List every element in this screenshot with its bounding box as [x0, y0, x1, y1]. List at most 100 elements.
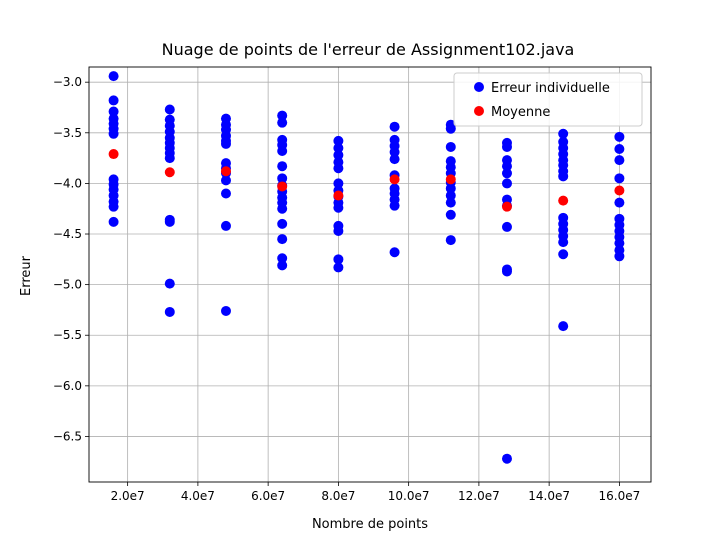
- individual-error-point: [558, 321, 569, 332]
- mean-error-point: [389, 174, 400, 185]
- individual-error-point: [501, 178, 512, 189]
- individual-error-point: [389, 247, 400, 258]
- data-points: [108, 71, 625, 464]
- individual-error-point: [501, 221, 512, 232]
- y-axis-label: Erreur: [19, 255, 34, 296]
- individual-error-point: [445, 197, 456, 208]
- individual-error-point: [220, 220, 231, 231]
- individual-error-point: [220, 175, 231, 186]
- mean-error-point: [108, 149, 119, 160]
- individual-error-point: [445, 190, 456, 201]
- individual-error-point: [614, 155, 625, 166]
- individual-error-point: [558, 249, 569, 260]
- individual-error-point: [333, 178, 344, 189]
- individual-error-point: [277, 203, 288, 214]
- x-tick-label: 12.0e7: [458, 489, 500, 503]
- y-tick-label: −6.0: [53, 379, 82, 393]
- chart-title: Nuage de points de l'erreur de Assignmen…: [162, 40, 575, 59]
- individual-error-point: [501, 141, 512, 152]
- individual-error-point: [614, 173, 625, 184]
- individual-error-point: [277, 253, 288, 264]
- individual-error-point: [277, 260, 288, 271]
- individual-error-point: [277, 161, 288, 172]
- individual-error-point: [333, 225, 344, 236]
- individual-error-point: [108, 95, 119, 106]
- individual-error-point: [501, 168, 512, 179]
- axis-ticks: 2.0e7 4.0e7 6.0e7 8.0e7 10.0e7 12.0e7 14.0e7 16…: [53, 75, 640, 503]
- individual-error-point: [445, 183, 456, 194]
- individual-error-point: [164, 216, 175, 227]
- individual-error-point: [333, 135, 344, 146]
- individual-error-point: [277, 234, 288, 245]
- mean-error-point: [558, 195, 569, 206]
- mean-error-point: [220, 166, 231, 177]
- individual-error-point: [277, 110, 288, 121]
- individual-error-point: [108, 201, 119, 212]
- x-tick-label: 2.0e7: [111, 489, 145, 503]
- legend-label-individual: Erreur individuelle: [491, 81, 610, 96]
- individual-error-point: [614, 143, 625, 154]
- x-tick-label: 14.0e7: [528, 489, 570, 503]
- individual-error-point: [108, 71, 119, 82]
- individual-error-point: [614, 197, 625, 208]
- x-tick-label: 4.0e7: [181, 489, 215, 503]
- plot-area-frame: [88, 66, 652, 483]
- individual-error-point: [558, 171, 569, 182]
- legend-marker-mean: [474, 106, 484, 116]
- individual-error-point: [501, 453, 512, 464]
- y-tick-label: −6.5: [53, 429, 82, 443]
- individual-error-point: [108, 128, 119, 139]
- individual-error-point: [445, 123, 456, 134]
- y-tick-label: −5.0: [53, 278, 82, 292]
- mean-error-point: [277, 181, 288, 192]
- y-tick-label: −4.0: [53, 176, 82, 190]
- individual-error-point: [220, 138, 231, 149]
- legend: Erreur individuelle Moyenne: [453, 72, 643, 127]
- mean-error-point: [164, 167, 175, 178]
- y-tick-label: −3.5: [53, 126, 82, 140]
- individual-error-point: [333, 202, 344, 213]
- individual-error-point: [614, 238, 625, 249]
- individual-error-point: [220, 305, 231, 316]
- individual-error-point: [108, 106, 119, 117]
- x-tick-label: 16.0e7: [599, 489, 641, 503]
- y-tick-label: −3.0: [53, 75, 82, 89]
- individual-error-point: [558, 237, 569, 248]
- individual-error-point: [614, 251, 625, 262]
- individual-error-point: [277, 173, 288, 184]
- individual-error-point: [558, 128, 569, 139]
- individual-error-point: [164, 153, 175, 164]
- legend-marker-individual: [474, 82, 484, 92]
- individual-error-point: [164, 306, 175, 317]
- individual-error-point: [445, 209, 456, 220]
- individual-error-point: [333, 142, 344, 153]
- individual-error-point: [389, 147, 400, 158]
- individual-error-point: [501, 161, 512, 172]
- individual-error-point: [389, 200, 400, 211]
- individual-error-point: [445, 235, 456, 246]
- individual-error-point: [445, 141, 456, 152]
- individual-error-point: [333, 254, 344, 265]
- individual-error-point: [333, 262, 344, 273]
- individual-error-point: [333, 163, 344, 174]
- individual-error-point: [277, 146, 288, 157]
- y-tick-label: −5.5: [53, 328, 82, 342]
- individual-error-point: [614, 131, 625, 142]
- x-axis-label: Nombre de points: [312, 517, 428, 532]
- x-tick-label: 6.0e7: [251, 489, 285, 503]
- individual-error-point: [108, 216, 119, 227]
- individual-error-point: [389, 154, 400, 165]
- individual-error-point: [333, 150, 344, 161]
- individual-error-point: [220, 188, 231, 199]
- individual-error-point: [501, 266, 512, 277]
- individual-error-point: [164, 104, 175, 115]
- mean-error-point: [333, 190, 344, 201]
- x-tick-label: 10.0e7: [388, 489, 430, 503]
- x-tick-label: 8.0e7: [321, 489, 355, 503]
- individual-error-point: [164, 278, 175, 289]
- mean-error-point: [614, 185, 625, 196]
- individual-error-point: [389, 121, 400, 132]
- individual-error-point: [277, 117, 288, 128]
- individual-error-point: [277, 218, 288, 229]
